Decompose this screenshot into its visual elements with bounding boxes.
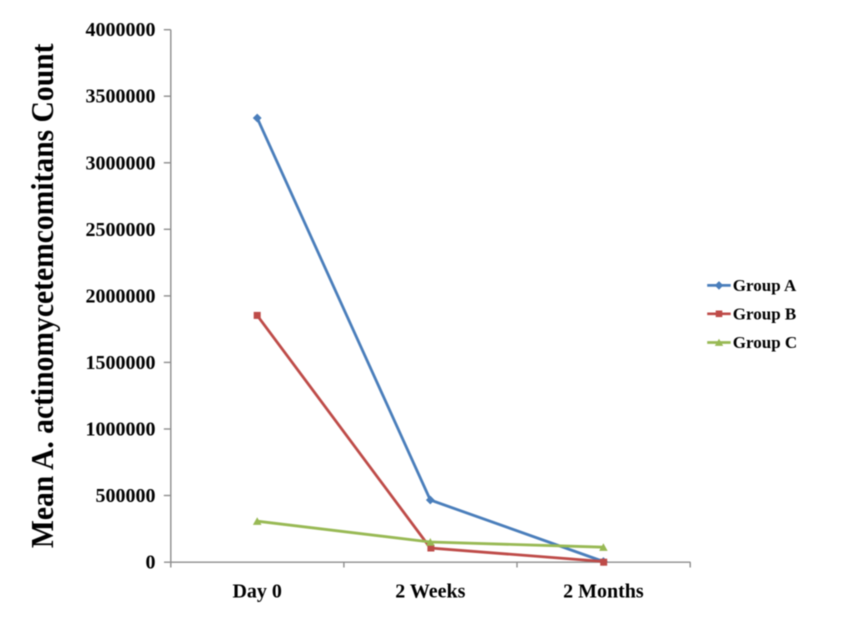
svg-text:1000000: 1000000 [86, 418, 156, 440]
svg-text:2 Months: 2 Months [563, 581, 644, 603]
svg-text:0: 0 [146, 552, 156, 574]
svg-text:2500000: 2500000 [86, 219, 156, 241]
svg-text:3000000: 3000000 [86, 152, 156, 174]
svg-text:4000000: 4000000 [86, 19, 156, 41]
svg-text:Group B: Group B [733, 304, 796, 323]
svg-text:Mean A. actinomycetemcomitans: Mean A. actinomycetemcomitans Count [25, 43, 60, 548]
svg-text:2 Weeks: 2 Weeks [395, 581, 465, 603]
svg-text:Group C: Group C [733, 333, 797, 352]
svg-text:1500000: 1500000 [86, 352, 156, 374]
svg-text:Group A: Group A [733, 276, 797, 295]
svg-text:Day 0: Day 0 [232, 581, 281, 603]
svg-text:3500000: 3500000 [86, 86, 156, 108]
svg-text:500000: 500000 [96, 485, 156, 507]
svg-text:2000000: 2000000 [86, 285, 156, 307]
